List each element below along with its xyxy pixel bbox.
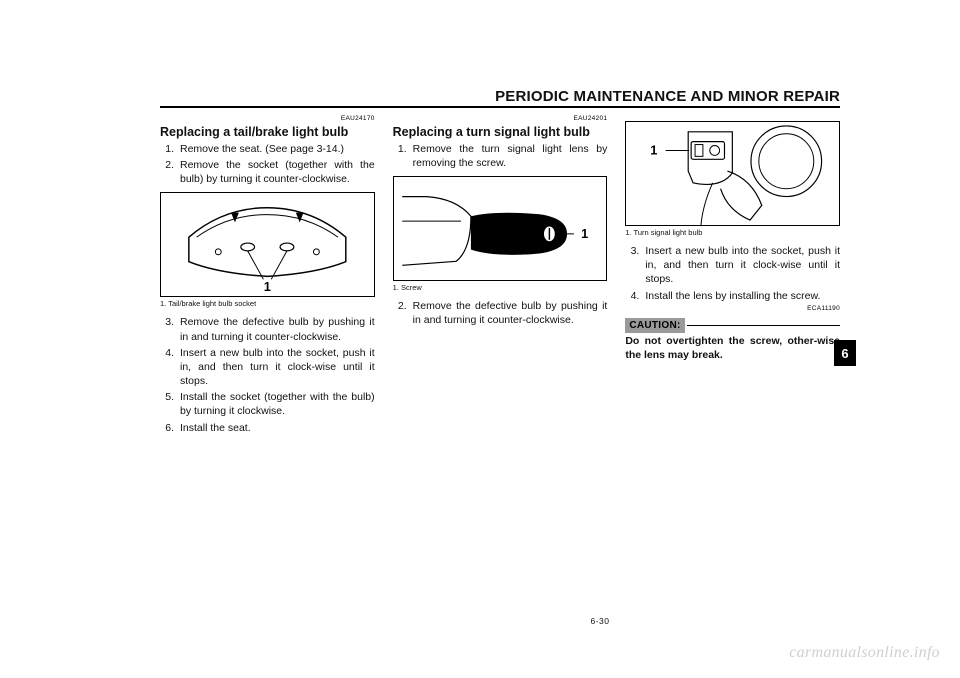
diagram-icon: 1 xyxy=(626,122,839,225)
column-2: EAU24201 Replacing a turn signal light b… xyxy=(393,115,608,618)
list-item: 4.Install the lens by installing the scr… xyxy=(625,289,840,303)
section-tab: 6 xyxy=(834,340,856,366)
figure-caption: 1. Tail/brake light bulb socket xyxy=(160,299,375,309)
section-title: Replacing a turn signal light bulb xyxy=(393,125,608,140)
caution-rule xyxy=(687,325,840,327)
figure-tail-socket: 1 xyxy=(160,192,375,297)
caution-text: Do not overtighten the screw, other-wise… xyxy=(625,335,840,362)
figure-turn-signal-bulb: 1 xyxy=(625,121,840,226)
step-list: 3.Remove the defective bulb by pushing i… xyxy=(160,315,375,434)
list-item: 1.Remove the turn signal light lens by r… xyxy=(393,142,608,170)
doc-code: EAU24201 xyxy=(393,115,608,124)
list-item: 1.Remove the seat. (See page 3-14.) xyxy=(160,142,375,156)
caution-label: CAUTION: xyxy=(625,318,684,334)
callout-label: 1 xyxy=(581,226,588,241)
list-item: 3.Insert a new bulb into the socket, pus… xyxy=(625,244,840,287)
page-number: 6-30 xyxy=(120,616,960,626)
diagram-icon: 1 xyxy=(394,177,607,280)
step-list: 3.Insert a new bulb into the socket, pus… xyxy=(625,244,840,303)
list-item: 2.Remove the socket (together with the b… xyxy=(160,158,375,186)
step-list: 1.Remove the turn signal light lens by r… xyxy=(393,142,608,170)
column-3: 1 1. Turn signal light bulb 3.Insert a n… xyxy=(625,115,840,618)
doc-code: EAU24170 xyxy=(160,115,375,124)
callout-label: 1 xyxy=(264,279,271,294)
list-item: 6.Install the seat. xyxy=(160,421,375,435)
diagram-icon: 1 xyxy=(161,193,374,296)
content-columns: EAU24170 Replacing a tail/brake light bu… xyxy=(160,115,840,618)
doc-code: ECA11190 xyxy=(625,305,840,314)
header-rule xyxy=(160,106,840,108)
figure-caption: 1. Screw xyxy=(393,283,608,293)
list-item: 4.Insert a new bulb into the socket, pus… xyxy=(160,346,375,389)
list-item: 5.Install the socket (together with the … xyxy=(160,390,375,418)
list-item: 3.Remove the defective bulb by pushing i… xyxy=(160,315,375,343)
figure-caption: 1. Turn signal light bulb xyxy=(625,228,840,238)
manual-page: PERIODIC MAINTENANCE AND MINOR REPAIR EA… xyxy=(0,0,960,678)
running-head: PERIODIC MAINTENANCE AND MINOR REPAIR xyxy=(495,88,840,105)
step-list: 1.Remove the seat. (See page 3-14.) 2.Re… xyxy=(160,142,375,187)
watermark: carmanualsonline.info xyxy=(789,644,940,662)
step-list: 2.Remove the defective bulb by pushing i… xyxy=(393,299,608,327)
column-1: EAU24170 Replacing a tail/brake light bu… xyxy=(160,115,375,618)
list-item: 2.Remove the defective bulb by pushing i… xyxy=(393,299,608,327)
figure-turn-signal-screw: 1 xyxy=(393,176,608,281)
callout-label: 1 xyxy=(651,142,658,157)
section-title: Replacing a tail/brake light bulb xyxy=(160,125,375,140)
caution-heading: CAUTION: xyxy=(625,318,840,334)
